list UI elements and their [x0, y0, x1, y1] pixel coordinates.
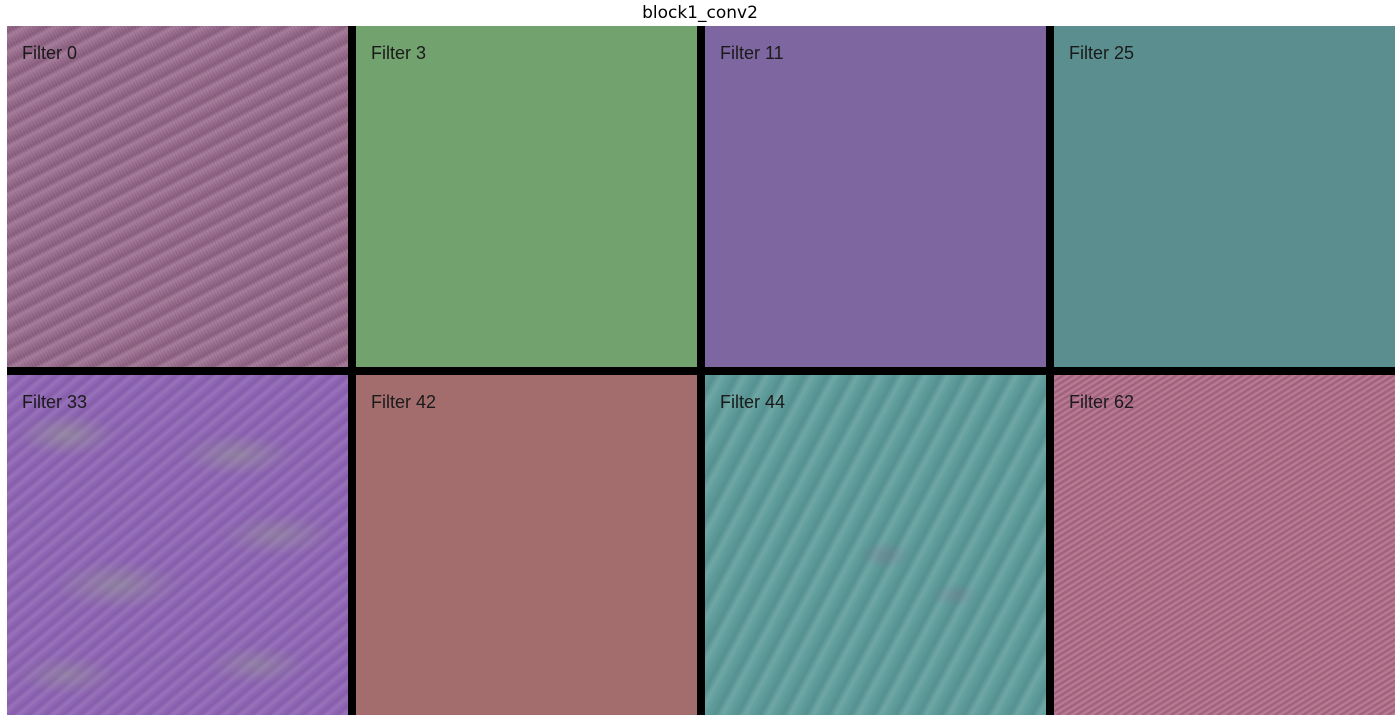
filter-label: Filter 3: [371, 43, 427, 63]
filter-label: Filter 42: [371, 392, 437, 412]
filter-tile: Filter 33: [7, 375, 348, 715]
filter-tile: Filter 25: [1054, 26, 1395, 367]
filter-texture: [1054, 26, 1395, 367]
filter-tile: Filter 44: [705, 375, 1046, 715]
filter-texture: [1054, 375, 1395, 715]
filter-label: Filter 33: [22, 392, 88, 412]
filter-label: Filter 25: [1069, 43, 1135, 63]
filter-label: Filter 0: [22, 43, 78, 63]
filter-texture: [7, 26, 348, 367]
filter-tile: Filter 11: [705, 26, 1046, 367]
filter-label: Filter 62: [1069, 392, 1135, 412]
filter-texture: [705, 26, 1046, 367]
filter-tile: Filter 42: [356, 375, 697, 715]
filter-tile: Filter 62: [1054, 375, 1395, 715]
filter-tile: Filter 3: [356, 26, 697, 367]
filter-texture: [7, 375, 348, 715]
filter-texture: [356, 375, 697, 715]
filter-label: Filter 11: [720, 43, 784, 63]
figure-title: block1_conv2: [642, 3, 758, 23]
filter-label: Filter 44: [720, 392, 786, 412]
filter-texture: [705, 375, 1046, 715]
filter-tile: Filter 0: [7, 26, 348, 367]
filter-texture: [356, 26, 697, 367]
filter-grid: Filter 0 Filter 3 Filter 11 Filter 25 Fi…: [7, 26, 1395, 715]
